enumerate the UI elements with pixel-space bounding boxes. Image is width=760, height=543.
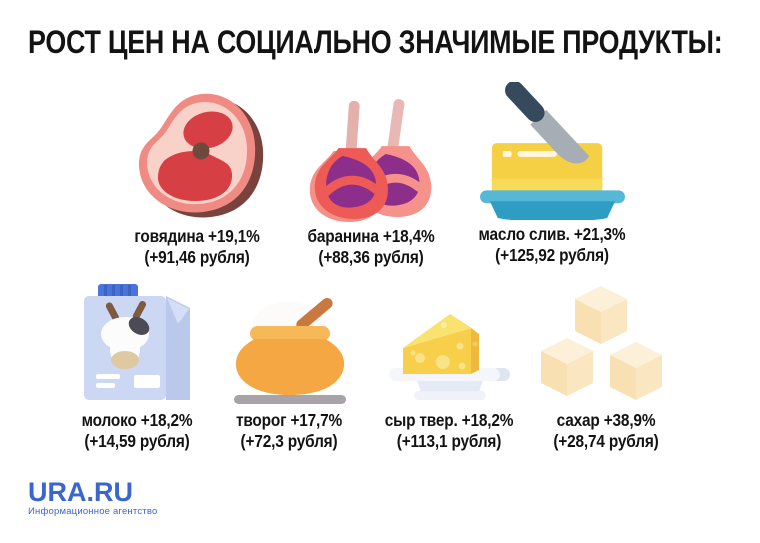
butter-iconbox — [457, 82, 647, 220]
product-card-cottage-cheese: творог +17,7% (+72,3 рубля) — [204, 276, 374, 452]
product-sublabel: (+72,3 рубля) — [240, 431, 338, 451]
product-card-sugar: сахар +38,9% (+28,74 рубля) — [521, 276, 691, 452]
product-label: молоко +18,2% — [81, 410, 193, 430]
product-sublabel: (+113,1 рубля) — [396, 431, 502, 451]
page-title: РОСТ ЦЕН НА СОЦИАЛЬНО ЗНАЧИМЫЕ ПРОДУКТЫ: — [28, 24, 723, 60]
cottage-cheese-iconbox — [204, 276, 374, 406]
hard-cheese-caption: сыр твер. +18,2% (+113,1 рубля) — [374, 410, 524, 452]
product-card-beef: говядина +19,1% (+91,46 рубля) — [102, 84, 292, 268]
sugar-cubes-icon — [540, 286, 662, 400]
hard-cheese-iconbox — [364, 276, 534, 406]
logo-tagline: Информационное агентство — [28, 506, 158, 517]
sugar-iconbox — [521, 276, 691, 406]
butter-dish-icon — [479, 82, 625, 220]
product-card-hard-cheese: сыр твер. +18,2% (+113,1 рубля) — [364, 276, 534, 452]
lamb-caption: баранина +18,4% (+88,36 рубля) — [287, 226, 454, 268]
product-label: баранина +18,4% — [307, 226, 435, 246]
ura-logo: URA.RU Информационное агентство — [28, 477, 158, 518]
sugar-caption: сахар +38,9% (+28,74 рубля) — [531, 410, 681, 452]
product-card-lamb: баранина +18,4% (+88,36 рубля) — [276, 84, 466, 268]
lamb-iconbox — [276, 84, 466, 222]
product-sublabel: (+28,74 рубля) — [553, 431, 659, 451]
cottage-cheese-caption: творог +17,7% (+72,3 рубля) — [214, 410, 364, 452]
logo-text: URA.RU — [28, 477, 133, 507]
product-label: сыр твер. +18,2% — [384, 410, 514, 430]
product-sublabel: (+88,36 рубля) — [318, 247, 424, 267]
lamb-chops-icon — [309, 99, 432, 222]
beef-caption: говядина +19,1% (+91,46 рубля) — [113, 226, 280, 268]
product-label: сахар +38,9% — [556, 410, 656, 430]
product-card-butter: масло слив. +21,3% (+125,92 рубля) — [457, 82, 647, 266]
milk-iconbox — [52, 276, 222, 406]
milk-caption: молоко +18,2% (+14,59 рубля) — [62, 410, 212, 452]
product-sublabel: (+125,92 рубля) — [495, 245, 609, 265]
product-sublabel: (+14,59 рубля) — [84, 431, 190, 451]
milk-carton-icon — [84, 284, 190, 400]
cottage-cheese-pot-icon — [233, 297, 346, 404]
product-card-milk: молоко +18,2% (+14,59 рубля) — [52, 276, 222, 452]
product-label: масло слив. +21,3% — [478, 224, 626, 244]
product-sublabel: (+91,46 рубля) — [144, 247, 250, 267]
product-label: творог +17,7% — [235, 410, 343, 430]
cheese-wedge-icon — [388, 314, 510, 400]
butter-caption: масло слив. +21,3% (+125,92 рубля) — [468, 224, 635, 266]
beef-steak-icon — [139, 93, 264, 218]
product-label: говядина +19,1% — [134, 226, 260, 246]
beef-iconbox — [102, 84, 292, 222]
